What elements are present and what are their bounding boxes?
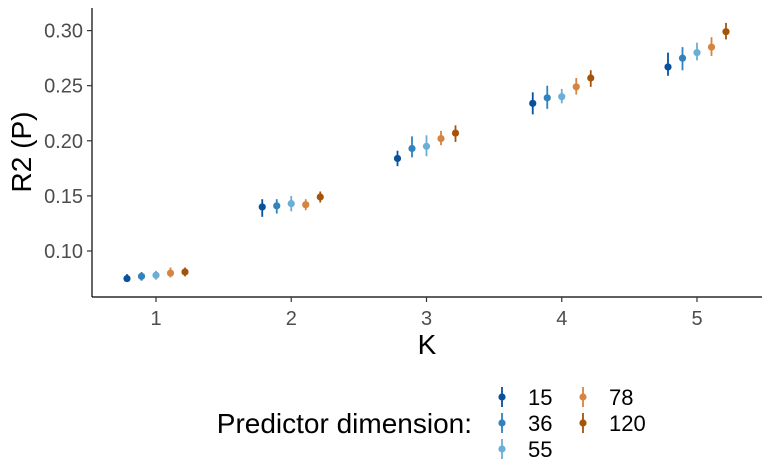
legend-key-point bbox=[579, 393, 587, 401]
legend-label: 78 bbox=[609, 385, 633, 410]
point-15-k5 bbox=[664, 63, 672, 71]
point-78-k4 bbox=[572, 83, 580, 91]
point-55-k5 bbox=[693, 49, 701, 57]
point-55-k1 bbox=[152, 271, 160, 279]
y-tick-label: 0.20 bbox=[44, 131, 83, 153]
y-tick-label: 0.15 bbox=[44, 186, 83, 208]
point-55-k2 bbox=[287, 200, 295, 208]
legend-key-point bbox=[498, 445, 506, 453]
point-15-k1 bbox=[123, 274, 131, 283]
point-15-k3 bbox=[393, 154, 402, 163]
legend-label: 36 bbox=[528, 411, 552, 436]
point-120-k4 bbox=[587, 74, 595, 82]
x-tick-label: 1 bbox=[150, 308, 161, 330]
legend-label: 15 bbox=[528, 385, 552, 410]
legend-label: 55 bbox=[528, 437, 552, 462]
x-axis-title: K bbox=[418, 329, 437, 360]
legend-key-point bbox=[498, 419, 506, 427]
data-marks bbox=[123, 22, 730, 283]
point-55-k4 bbox=[558, 93, 566, 101]
x-tick-label: 4 bbox=[556, 308, 567, 330]
point-78-k2 bbox=[302, 201, 310, 209]
point-78-k3 bbox=[437, 134, 445, 143]
point-120-k3 bbox=[451, 129, 460, 137]
point-15-k2 bbox=[258, 203, 266, 211]
legend-title: Predictor dimension: bbox=[217, 408, 472, 439]
point-36-k1 bbox=[137, 272, 146, 280]
y-axis-title: R2 (P) bbox=[6, 112, 37, 193]
point-78-k5 bbox=[707, 43, 716, 51]
y-tick-label: 0.30 bbox=[44, 21, 83, 43]
point-120-k5 bbox=[722, 28, 730, 36]
point-55-k3 bbox=[422, 142, 431, 150]
x-tick-label: 2 bbox=[286, 308, 297, 330]
plot-panel: 0.10 0.15 0.20 0.25 0.30 1 2 3 4 5 bbox=[44, 8, 762, 330]
legend-key-point bbox=[498, 393, 506, 401]
point-36-k3 bbox=[408, 144, 416, 153]
point-36-k4 bbox=[543, 94, 551, 102]
legend-key-point bbox=[579, 419, 587, 427]
legend-item-78: 78 bbox=[579, 385, 633, 410]
point-120-k1 bbox=[181, 268, 189, 276]
legend-item-55: 55 bbox=[498, 437, 552, 462]
y-tick-label: 0.25 bbox=[44, 76, 83, 98]
x-axis-ticks: 1 2 3 4 5 bbox=[150, 297, 703, 330]
point-15-k4 bbox=[529, 99, 537, 107]
legend-item-36: 36 bbox=[498, 411, 552, 436]
point-78-k1 bbox=[166, 269, 175, 277]
legend-item-120: 120 bbox=[579, 411, 646, 436]
y-tick-label: 0.10 bbox=[44, 241, 83, 263]
point-120-k2 bbox=[316, 193, 324, 201]
legend-label: 120 bbox=[609, 411, 646, 436]
point-36-k5 bbox=[678, 54, 687, 62]
y-axis-ticks: 0.10 0.15 0.20 0.25 0.30 bbox=[44, 21, 92, 263]
legend-item-15: 15 bbox=[498, 385, 552, 410]
x-tick-label: 3 bbox=[421, 308, 432, 330]
point-36-k2 bbox=[273, 202, 281, 210]
x-tick-label: 5 bbox=[691, 308, 702, 330]
